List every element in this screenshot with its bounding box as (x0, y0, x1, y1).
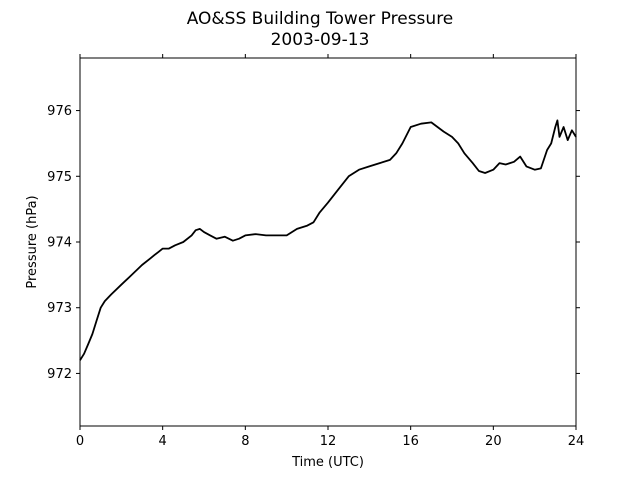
y-tick-label: 973 (47, 301, 72, 316)
plot-frame (79, 57, 577, 427)
y-tick-label: 975 (47, 170, 72, 185)
y-tick-label: 974 (47, 236, 72, 251)
x-tick-label: 12 (320, 434, 337, 449)
y-tick-label: 976 (47, 104, 72, 119)
x-tick-label: 4 (159, 434, 167, 449)
chart-subtitle: 2003-09-13 (271, 30, 370, 50)
y-axis: 972 973 974 975 976 (47, 104, 580, 382)
y-tick-label: 972 (47, 367, 72, 382)
x-tick-label: 8 (241, 434, 249, 449)
x-tick-label: 20 (485, 434, 502, 449)
x-axis-label: Time (UTC) (291, 455, 364, 470)
y-axis-label: Pressure (hPa) (25, 195, 40, 288)
pressure-line (79, 119, 577, 361)
x-tick-label: 24 (568, 434, 585, 449)
x-tick-label: 0 (76, 434, 84, 449)
x-tick-label: 16 (402, 434, 419, 449)
x-axis: 0 4 8 12 16 20 24 (76, 54, 584, 449)
chart-title: AO&SS Building Tower Pressure (187, 9, 454, 29)
